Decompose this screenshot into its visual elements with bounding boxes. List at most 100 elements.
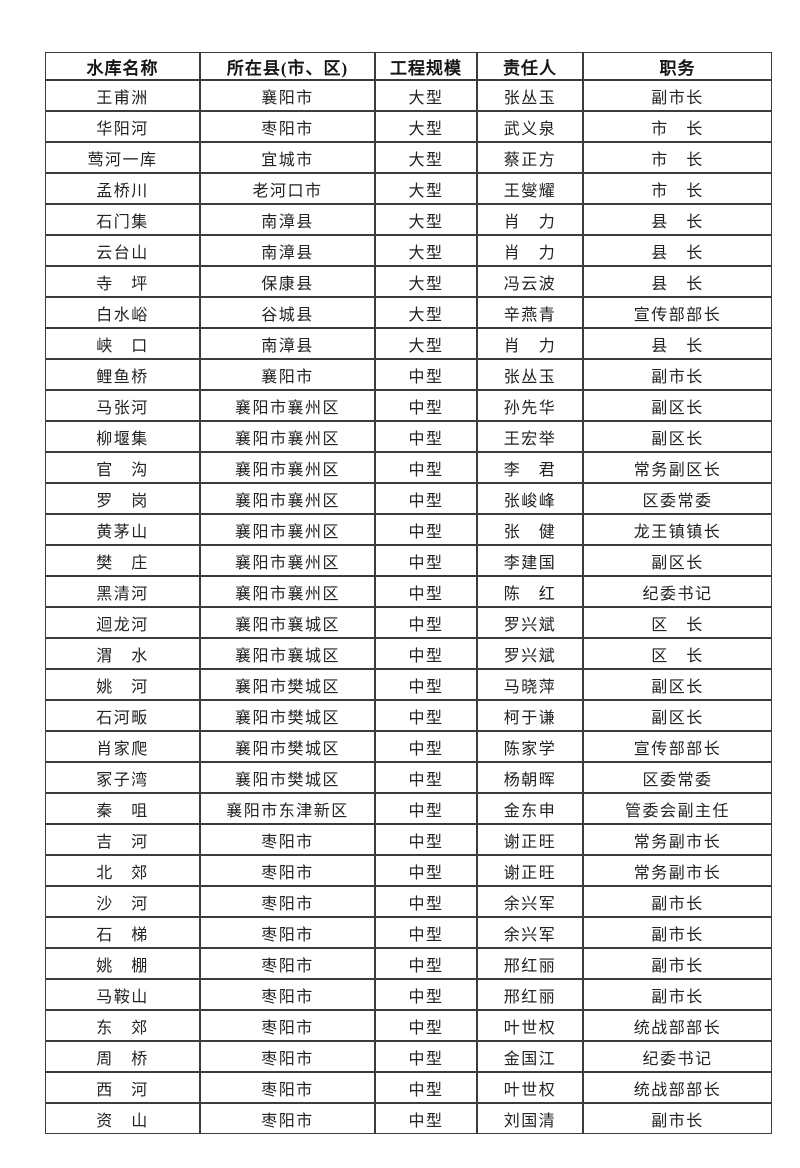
table-cell: 枣阳市 [200, 824, 375, 855]
table-cell: 中型 [375, 421, 477, 452]
table-cell: 枣阳市 [200, 855, 375, 886]
table-row: 吉 河枣阳市 中型 谢正旺 常务副市长 [45, 824, 772, 855]
table-cell: 襄阳市 [200, 359, 375, 390]
table-cell: 枣阳市 [200, 948, 375, 979]
table-cell: 市 长 [583, 111, 772, 142]
table-cell: 谷城县 [200, 297, 375, 328]
table-cell: 枣阳市 [200, 1103, 375, 1134]
table-cell: 迴龙河 [45, 607, 200, 638]
table-cell: 管委会副主任 [583, 793, 772, 824]
table-cell: 区 长 [583, 638, 772, 669]
table-cell: 中型 [375, 762, 477, 793]
table-cell: 金国江 [477, 1041, 583, 1072]
table-cell: 中型 [375, 1103, 477, 1134]
table-cell: 西 河 [45, 1072, 200, 1103]
table-row: 冢子湾 襄阳市樊城区 中型 杨朝晖 区委常委 [45, 762, 772, 793]
table-cell: 罗 岗 [45, 483, 200, 514]
table-row: 官 沟襄阳市襄州区 中型李 君常务副区长 [45, 452, 772, 483]
table-cell: 区委常委 [583, 483, 772, 514]
table-cell: 南漳县 [200, 328, 375, 359]
table-cell: 张丛玉 [477, 359, 583, 390]
table-cell: 黑清河 [45, 576, 200, 607]
table-cell: 冯云波 [477, 266, 583, 297]
table-cell: 陈家学 [477, 731, 583, 762]
table-cell: 襄阳市樊城区 [200, 669, 375, 700]
table-cell: 副区长 [583, 700, 772, 731]
column-header-responsible-person: 责任人 [477, 52, 583, 80]
table-cell: 罗兴斌 [477, 638, 583, 669]
column-header-project-scale: 工程规模 [375, 52, 477, 80]
table-row: 寺 坪保康县 大型 冯云波县 长 [45, 266, 772, 297]
table-cell: 柳堰集 [45, 421, 200, 452]
table-cell: 南漳县 [200, 235, 375, 266]
table-cell: 马张河 [45, 390, 200, 421]
table-cell: 马晓萍 [477, 669, 583, 700]
table-cell: 大型 [375, 111, 477, 142]
table-row: 王甫洲 襄阳市 大型 张丛玉 副市长 [45, 80, 772, 111]
table-cell: 大型 [375, 173, 477, 204]
table-cell: 枣阳市 [200, 917, 375, 948]
table-cell: 统战部部长 [583, 1072, 772, 1103]
table-cell: 大型 [375, 297, 477, 328]
table-cell: 常务副市长 [583, 855, 772, 886]
table-cell: 李建国 [477, 545, 583, 576]
table-cell: 渭 水 [45, 638, 200, 669]
table-cell: 常务副区长 [583, 452, 772, 483]
table-row: 白水峪 谷城县 大型 辛燕青 宣传部部长 [45, 297, 772, 328]
table-cell: 肖 力 [477, 204, 583, 235]
table-cell: 区委常委 [583, 762, 772, 793]
table-cell: 资 山 [45, 1103, 200, 1134]
table-cell: 中型 [375, 390, 477, 421]
table-cell: 中型 [375, 1010, 477, 1041]
table-row: 姚 河襄阳市樊城区 中型 马晓萍 副区长 [45, 669, 772, 700]
table-cell: 中型 [375, 700, 477, 731]
table-row: 渭 水襄阳市襄城区 中型 罗兴斌区 长 [45, 638, 772, 669]
table-cell: 邢红丽 [477, 979, 583, 1010]
table-cell: 莺河一库 [45, 142, 200, 173]
table-row: 峡 口南漳县 大型肖 力县 长 [45, 328, 772, 359]
table-cell: 中型 [375, 483, 477, 514]
table-row: 沙 河枣阳市 中型 余兴军 副市长 [45, 886, 772, 917]
table-cell: 大型 [375, 204, 477, 235]
column-header-county: 所在县(市、区) [200, 52, 375, 80]
table-cell: 沙 河 [45, 886, 200, 917]
table-cell: 马鞍山 [45, 979, 200, 1010]
table-cell: 襄阳市襄州区 [200, 452, 375, 483]
table-cell: 襄阳市樊城区 [200, 700, 375, 731]
table-cell: 姚 棚 [45, 948, 200, 979]
table-cell: 罗兴斌 [477, 607, 583, 638]
table-cell: 柯于谦 [477, 700, 583, 731]
table-cell: 白水峪 [45, 297, 200, 328]
table-cell: 肖家爬 [45, 731, 200, 762]
table-cell: 襄阳市襄城区 [200, 607, 375, 638]
table-cell: 大型 [375, 235, 477, 266]
table-cell: 中型 [375, 855, 477, 886]
table-cell: 襄阳市樊城区 [200, 731, 375, 762]
table-cell: 王宏举 [477, 421, 583, 452]
table-cell: 宣传部部长 [583, 731, 772, 762]
table-cell: 县 长 [583, 328, 772, 359]
table-cell: 枣阳市 [200, 1010, 375, 1041]
table-cell: 副市长 [583, 979, 772, 1010]
table-row: 秦 咀襄阳市东津新区 中型 金东申 管委会副主任 [45, 793, 772, 824]
table-cell: 襄阳市襄城区 [200, 638, 375, 669]
table-cell: 鲤鱼桥 [45, 359, 200, 390]
table-cell: 中型 [375, 576, 477, 607]
table-cell: 寺 坪 [45, 266, 200, 297]
table-cell: 枣阳市 [200, 886, 375, 917]
table-cell: 副市长 [583, 948, 772, 979]
table-cell: 中型 [375, 514, 477, 545]
table-cell: 宜城市 [200, 142, 375, 173]
table-cell: 王甫洲 [45, 80, 200, 111]
table-cell: 枣阳市 [200, 1072, 375, 1103]
table-cell: 大型 [375, 328, 477, 359]
table-cell: 杨朝晖 [477, 762, 583, 793]
column-header-position: 职务 [583, 52, 772, 80]
table-cell: 石门集 [45, 204, 200, 235]
table-cell: 襄阳市襄州区 [200, 421, 375, 452]
table-cell: 副区长 [583, 390, 772, 421]
table-row: 周 桥枣阳市 中型 金国江 纪委书记 [45, 1041, 772, 1072]
table-cell: 辛燕青 [477, 297, 583, 328]
table-row: 石河畈 襄阳市樊城区 中型 柯于谦 副区长 [45, 700, 772, 731]
table-cell: 襄阳市襄州区 [200, 483, 375, 514]
